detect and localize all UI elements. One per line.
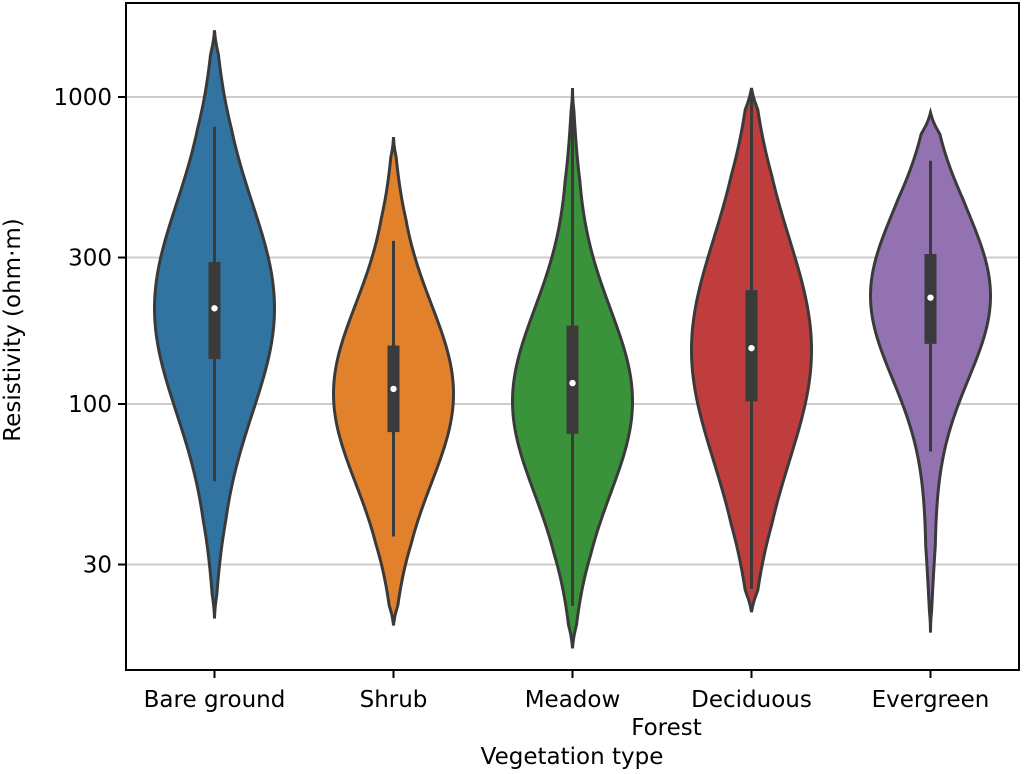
median-dot-meadow xyxy=(569,379,576,387)
violin-bare-ground xyxy=(153,30,276,619)
violin-deciduous-forest xyxy=(689,87,814,613)
median-dot-bare-ground xyxy=(211,305,218,312)
y-tick-label-1000: 1000 xyxy=(53,85,112,111)
y-axis-label: Resistivity (ohm·m) xyxy=(0,218,26,442)
x-tick-label-evergreen: Evergreen xyxy=(872,687,990,713)
x-tick-label-deciduous-forest: Deciduous xyxy=(691,687,812,713)
violin-meadow xyxy=(511,87,634,649)
y-tick-label-30: 30 xyxy=(83,553,112,579)
violins xyxy=(153,30,992,649)
median-dot-shrub xyxy=(390,385,397,393)
x-tick-label-deciduous-forest-line2: Forest xyxy=(631,715,702,741)
x-axis-label: Vegetation type xyxy=(481,744,664,770)
x-tick-label-shrub: Shrub xyxy=(360,687,428,713)
y-tick-label-100: 100 xyxy=(68,392,112,418)
median-dot-evergreen xyxy=(927,294,934,301)
violin-shrub xyxy=(331,137,456,626)
y-tick-label-300: 300 xyxy=(68,246,112,272)
x-tick-label-meadow: Meadow xyxy=(525,687,621,713)
violin-evergreen xyxy=(869,106,992,633)
y-axis-ticks: 30 100 300 1000 xyxy=(53,85,126,579)
median-dot-deciduous-forest xyxy=(748,344,755,352)
x-tick-label-bare-ground: Bare ground xyxy=(144,687,286,713)
iqr-box-meadow xyxy=(566,325,579,434)
